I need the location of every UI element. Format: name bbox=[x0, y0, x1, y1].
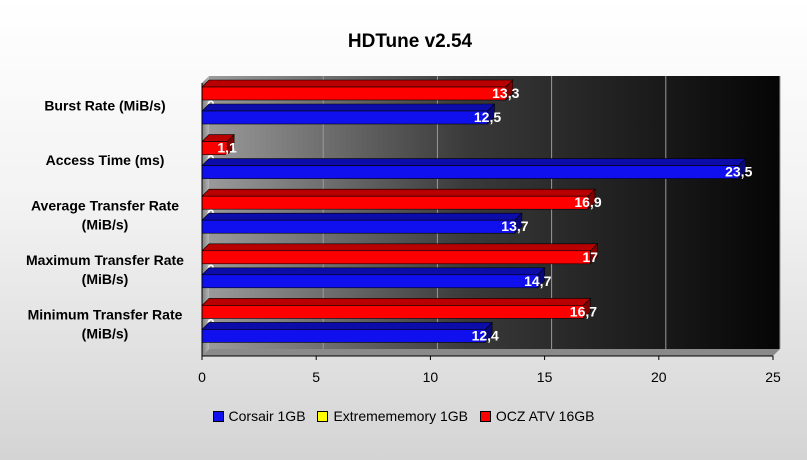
data-label: 16,9 bbox=[574, 194, 601, 210]
legend-swatch-corsair bbox=[212, 410, 224, 422]
legend-item-extremememory: Extremememory 1GB bbox=[317, 408, 468, 424]
bar-top bbox=[201, 243, 599, 252]
legend-label-extremememory: Extremememory 1GB bbox=[333, 408, 469, 424]
legend-swatch-extremememory bbox=[317, 410, 329, 422]
bar-top bbox=[201, 188, 596, 197]
bar bbox=[201, 274, 539, 289]
chart-title: HDTune v2.54 bbox=[348, 31, 473, 52]
bar bbox=[201, 165, 740, 179]
bar-top bbox=[201, 79, 514, 88]
x-tick-label: 10 bbox=[423, 369, 439, 385]
category-label: Average Transfer Rate (MiB/s) bbox=[31, 198, 179, 233]
category-label-line: (MiB/s) bbox=[82, 271, 129, 287]
bar-top bbox=[201, 298, 592, 306]
bar bbox=[201, 86, 507, 101]
data-label: 14,7 bbox=[524, 273, 551, 289]
x-tick-label: 20 bbox=[651, 369, 667, 385]
bar bbox=[201, 219, 516, 234]
category-label: Burst Rate (MiB/s) bbox=[44, 97, 165, 113]
data-label: 17 bbox=[582, 249, 598, 265]
legend-item-corsair: Corsair 1GB bbox=[212, 408, 306, 424]
category-label: Minimum Transfer Rate (MiB/s) bbox=[28, 307, 183, 342]
x-tick-label: 25 bbox=[765, 369, 781, 385]
legend-item-ocz: OCZ ATV 16GB bbox=[479, 408, 595, 424]
data-label: 13,7 bbox=[501, 218, 528, 234]
category-label-line: (MiB/s) bbox=[82, 217, 129, 233]
plot-floor bbox=[202, 349, 780, 356]
legend: Corsair 1GB Extremememory 1GB OCZ ATV 16… bbox=[0, 408, 807, 424]
bar bbox=[201, 305, 584, 319]
category-label-line: Maximum Transfer Rate bbox=[26, 252, 184, 268]
data-label: 16,7 bbox=[570, 303, 597, 319]
legend-swatch-ocz bbox=[479, 410, 491, 422]
category-label-line: (MiB/s) bbox=[82, 326, 129, 342]
category-label: Access Time (ms) bbox=[46, 152, 165, 168]
data-label: 12,5 bbox=[474, 109, 501, 125]
bar-top bbox=[201, 103, 496, 112]
x-tick-label: 5 bbox=[312, 369, 320, 385]
category-label-line: Minimum Transfer Rate bbox=[28, 307, 183, 323]
bar-top bbox=[201, 322, 493, 330]
category-labels: Burst Rate (MiB/s) Access Time (ms) Averag… bbox=[26, 97, 184, 341]
category-label: Maximum Transfer Rate (MiB/s) bbox=[26, 252, 184, 287]
data-label: 1,1 bbox=[217, 140, 237, 156]
legend-label-corsair: Corsair 1GB bbox=[228, 408, 306, 424]
bar-top bbox=[201, 267, 546, 276]
bar-top bbox=[201, 212, 523, 221]
x-axis-ticks: 0 5 10 15 20 25 bbox=[198, 356, 781, 385]
bar bbox=[201, 110, 488, 125]
bars-group: 13,3012,51,1023,516,9013,717014,716,7012… bbox=[201, 79, 753, 343]
bar bbox=[201, 250, 591, 265]
bar-top bbox=[201, 158, 747, 166]
x-tick-label: 0 bbox=[198, 369, 206, 385]
data-label: 23,5 bbox=[725, 164, 752, 180]
bar bbox=[201, 195, 589, 210]
data-label: 13,3 bbox=[492, 85, 519, 101]
bar bbox=[201, 329, 486, 343]
x-tick-label: 15 bbox=[537, 369, 553, 385]
category-label-line: Average Transfer Rate bbox=[31, 198, 179, 214]
data-label: 12,4 bbox=[472, 327, 499, 343]
legend-label-ocz: OCZ ATV 16GB bbox=[495, 408, 595, 424]
